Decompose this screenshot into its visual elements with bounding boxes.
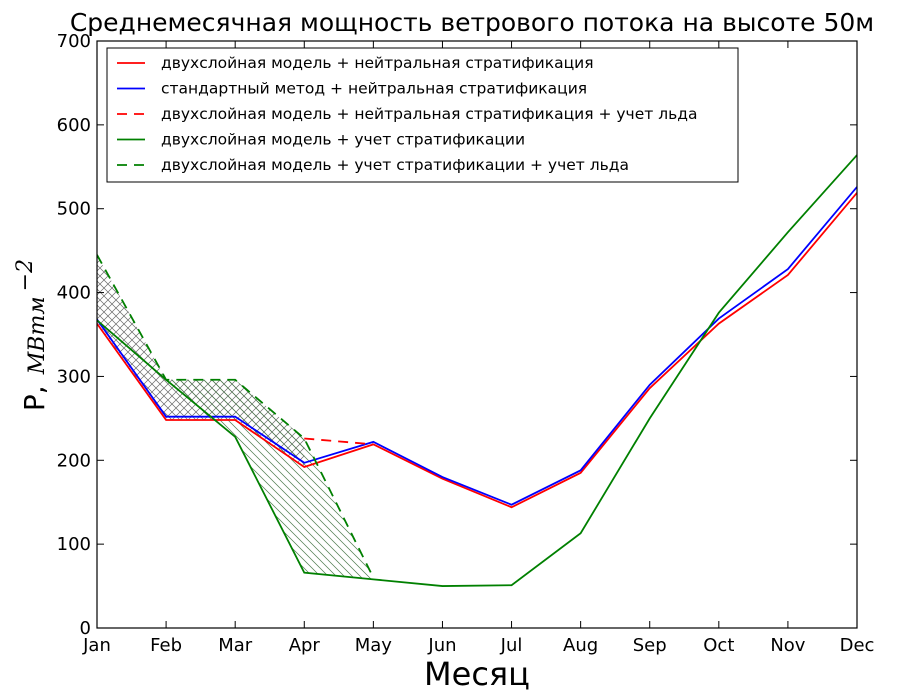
- legend-label-5: двухслойная модель + учет стратификации …: [161, 156, 629, 174]
- y-tick-label: 200: [57, 450, 91, 471]
- y-tick-label: 300: [57, 366, 91, 387]
- series-line-1: [97, 192, 857, 509]
- legend: двухслойная модель + нейтральная стратиф…: [106, 47, 739, 183]
- x-tick-label-dec: Dec: [840, 635, 875, 656]
- series-lines: [97, 154, 857, 587]
- chart-title: Среднемесячная мощность ветрового потока…: [70, 8, 874, 37]
- plot-area-frame: [96, 40, 858, 629]
- y-tick-label: 500: [57, 199, 91, 220]
- y-axis-label-exponent: −2: [13, 259, 38, 291]
- series-line-5: [97, 254, 375, 579]
- legend-frame: [106, 47, 739, 183]
- shaded-regions: [97, 254, 374, 580]
- x-tick-label-mar: Mar: [218, 635, 253, 656]
- y-tick-label: 600: [57, 115, 91, 136]
- y-tick-label: 400: [57, 283, 91, 304]
- y-axis-label: P, МВтм −2: [13, 259, 51, 411]
- series-line-2: [97, 186, 857, 506]
- legend-label-3: двухслойная модель + нейтральная стратиф…: [161, 105, 697, 123]
- legend-label-2: стандартный метод + нейтральная стратифи…: [161, 80, 587, 98]
- x-tick-label-nov: Nov: [770, 635, 805, 656]
- y-axis-label-main: P,: [18, 385, 51, 411]
- x-tick-label-jun: Jun: [427, 635, 456, 656]
- x-tick-label-feb: Feb: [150, 635, 182, 656]
- y-tick-label: 0: [80, 618, 91, 639]
- x-tick-label-aug: Aug: [563, 635, 598, 656]
- y-axis-ticks: 0 100 200 300 400 500 600 700: [57, 31, 857, 639]
- x-axis-ticks: Jan Feb Mar Apr May Jun Jul Aug Sep Oct Nov Dec: [82, 41, 874, 656]
- x-tick-label-apr: Apr: [289, 635, 321, 656]
- x-tick-label-oct: Oct: [703, 635, 734, 656]
- y-axis-label-unit: МВтм: [25, 296, 50, 375]
- svg-text:P, МВтм −2: P, МВтм −2: [13, 259, 51, 411]
- x-axis-label: Месяц: [424, 655, 530, 693]
- shaded-region-2: [166, 379, 374, 580]
- x-tick-label-sep: Sep: [633, 635, 667, 656]
- series-line-4: [97, 154, 857, 587]
- y-tick-label: 100: [57, 534, 91, 555]
- x-tick-label-jan: Jan: [82, 635, 111, 656]
- series-line-3: [304, 437, 374, 446]
- legend-label-1: двухслойная модель + нейтральная стратиф…: [161, 54, 594, 72]
- x-tick-label-jul: Jul: [500, 635, 523, 656]
- y-tick-label: 700: [57, 31, 91, 52]
- legend-label-4: двухслойная модель + учет стратификации: [161, 131, 525, 149]
- x-tick-label-may: May: [355, 635, 393, 656]
